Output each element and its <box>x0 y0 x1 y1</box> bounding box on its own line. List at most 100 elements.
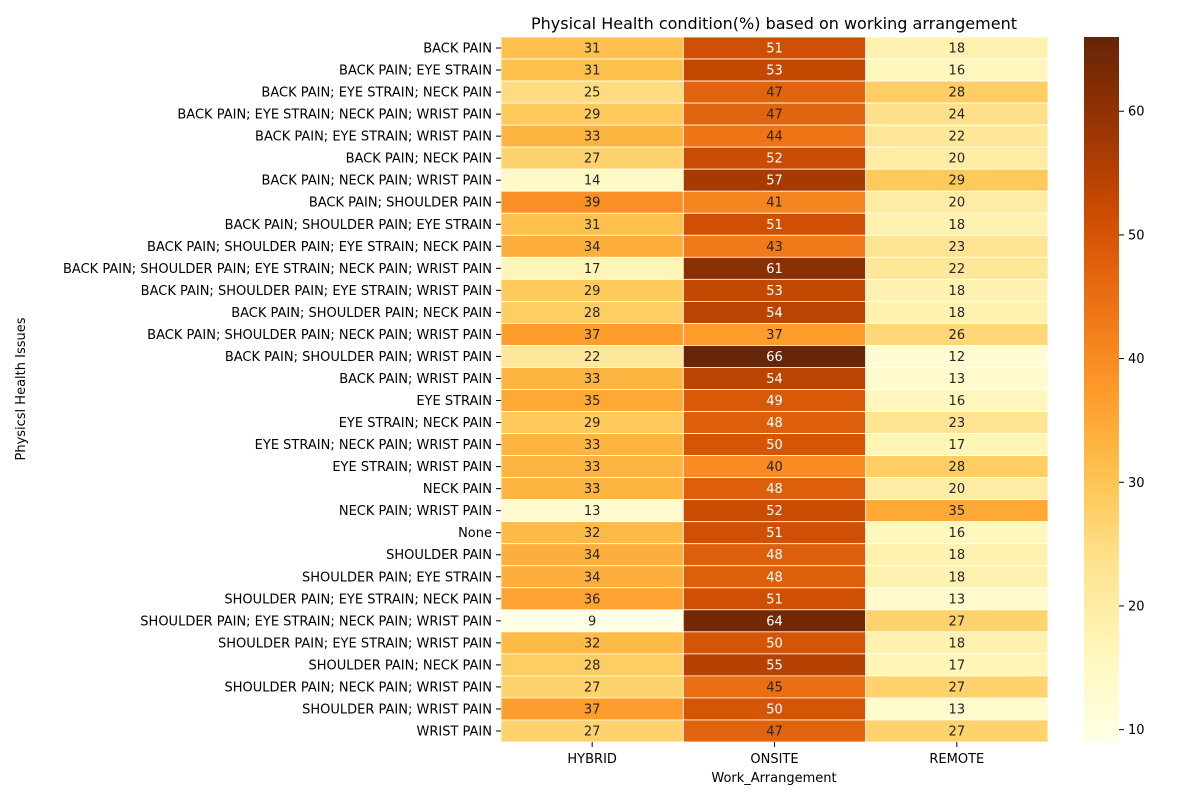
cell-value-label: 29 <box>584 108 601 123</box>
y-tick-label: None <box>458 526 492 541</box>
y-tick-label: EYE STRAIN <box>416 394 492 409</box>
y-tick-label: BACK PAIN <box>423 42 492 57</box>
cell-value-label: 49 <box>766 394 783 409</box>
cell-value-label: 27 <box>584 680 601 695</box>
cell-value-label: 33 <box>584 130 601 145</box>
y-tick-label: EYE STRAIN; NECK PAIN <box>339 416 492 431</box>
y-tick-label: SHOULDER PAIN; NECK PAIN <box>308 658 492 673</box>
y-tick-label: BACK PAIN; SHOULDER PAIN; EYE STRAIN; NE… <box>63 262 492 277</box>
cell-value-label: 17 <box>949 658 966 673</box>
colorbar-tick-label: 50 <box>1128 228 1145 243</box>
cell-value-label: 22 <box>584 350 601 365</box>
y-tick-label: BACK PAIN; EYE STRAIN; NECK PAIN; WRIST … <box>177 108 492 123</box>
y-tick-labels: BACK PAIN BACK PAIN; EYE STRAIN BACK PAIN;… <box>63 42 501 739</box>
colorbar-tick-label: 30 <box>1128 476 1145 491</box>
cell-value-label: 52 <box>766 152 783 167</box>
y-tick-label: BACK PAIN; SHOULDER PAIN; EYE STRAIN; NE… <box>147 240 492 255</box>
cell-value-label: 24 <box>949 108 966 123</box>
cell-value-label: 32 <box>584 526 601 541</box>
y-tick-label: BACK PAIN; SHOULDER PAIN; NECK PAIN <box>231 306 492 321</box>
cell-value-label: 35 <box>584 394 601 409</box>
cell-value-label: 43 <box>766 240 783 255</box>
y-tick-label: BACK PAIN; SHOULDER PAIN; NECK PAIN; WRI… <box>147 328 492 343</box>
y-tick-label: SHOULDER PAIN; EYE STRAIN; WRIST PAIN <box>218 636 492 651</box>
cell-value-label: 31 <box>584 64 601 79</box>
cell-value-label: 31 <box>584 42 601 57</box>
cell-value-label: 61 <box>766 262 783 277</box>
cell-value-label: 33 <box>584 372 601 387</box>
cell-value-label: 18 <box>949 218 966 233</box>
cell-value-label: 47 <box>766 724 783 739</box>
y-tick-label: BACK PAIN; NECK PAIN; WRIST PAIN <box>262 174 492 189</box>
cell-value-label: 17 <box>949 438 966 453</box>
y-tick-label: EYE STRAIN; NECK PAIN; WRIST PAIN <box>255 438 492 453</box>
cell-value-label: 57 <box>766 174 783 189</box>
y-tick-label: SHOULDER PAIN; EYE STRAIN; NECK PAIN <box>224 592 492 607</box>
colorbar-tick-label: 10 <box>1128 723 1145 738</box>
y-axis-label: Physicsl Health Issues <box>14 317 29 460</box>
cell-value-label: 20 <box>949 482 966 497</box>
cell-value-label: 51 <box>766 592 783 607</box>
cell-value-label: 27 <box>949 614 966 629</box>
cell-value-label: 54 <box>766 372 783 387</box>
cell-value-label: 36 <box>584 592 601 607</box>
cell-value-label: 13 <box>584 504 601 519</box>
cell-value-label: 29 <box>584 284 601 299</box>
heatmap-cells: 31 51 18 31 53 16 25 47 28 29 47 24 33 44 22 27 52 20 14 57… <box>500 36 1049 743</box>
cell-value-label: 28 <box>949 460 966 475</box>
cell-value-label: 18 <box>949 284 966 299</box>
cell-value-label: 13 <box>949 702 966 717</box>
y-tick-label: NECK PAIN <box>423 482 492 497</box>
cell-value-label: 52 <box>766 504 783 519</box>
cell-value-label: 64 <box>766 614 783 629</box>
cell-value-label: 18 <box>949 636 966 651</box>
cell-value-label: 27 <box>584 152 601 167</box>
cell-value-label: 25 <box>584 86 601 101</box>
cell-value-label: 47 <box>766 86 783 101</box>
cell-value-label: 9 <box>588 614 596 629</box>
cell-value-label: 48 <box>766 548 783 563</box>
cell-value-label: 34 <box>584 240 601 255</box>
colorbar: 10 20 30 40 50 60 <box>1084 37 1145 742</box>
cell-value-label: 32 <box>584 636 601 651</box>
cell-value-label: 13 <box>949 372 966 387</box>
y-tick-label: BACK PAIN; EYE STRAIN; NECK PAIN <box>261 86 492 101</box>
y-tick-label: WRIST PAIN <box>416 724 492 739</box>
cell-value-label: 29 <box>949 174 966 189</box>
cell-value-label: 12 <box>949 350 966 365</box>
cell-value-label: 50 <box>766 438 783 453</box>
colorbar-gradient <box>1084 37 1119 742</box>
colorbar-tick-label: 60 <box>1128 105 1145 120</box>
cell-value-label: 16 <box>949 394 966 409</box>
cell-value-label: 37 <box>584 702 601 717</box>
y-tick-label: SHOULDER PAIN; NECK PAIN; WRIST PAIN <box>224 680 492 695</box>
x-axis-label: Work_Arrangement <box>711 771 836 786</box>
cell-value-label: 31 <box>584 218 601 233</box>
cell-value-label: 18 <box>949 548 966 563</box>
cell-value-label: 51 <box>766 218 783 233</box>
cell-value-label: 16 <box>949 64 966 79</box>
cell-value-label: 47 <box>766 108 783 123</box>
cell-value-label: 33 <box>584 460 601 475</box>
chart-title: Physical Health condition(%) based on wo… <box>531 14 1017 33</box>
cell-value-label: 48 <box>766 416 783 431</box>
y-tick-label: BACK PAIN; SHOULDER PAIN; EYE STRAIN <box>225 218 492 233</box>
cell-value-label: 22 <box>949 130 966 145</box>
cell-value-label: 37 <box>584 328 601 343</box>
cell-value-label: 51 <box>766 526 783 541</box>
cell-value-label: 41 <box>766 196 783 211</box>
cell-value-label: 28 <box>584 658 601 673</box>
cell-value-label: 13 <box>949 592 966 607</box>
y-tick-label: SHOULDER PAIN <box>386 548 492 563</box>
y-tick-label: BACK PAIN; NECK PAIN <box>346 152 492 167</box>
cell-value-label: 28 <box>949 86 966 101</box>
y-tick-label: SHOULDER PAIN; EYE STRAIN <box>302 570 492 585</box>
cell-value-label: 27 <box>949 680 966 695</box>
x-tick-label: REMOTE <box>929 752 984 767</box>
cell-value-label: 34 <box>584 570 601 585</box>
y-tick-label: SHOULDER PAIN; WRIST PAIN <box>302 702 492 717</box>
cell-value-label: 16 <box>949 526 966 541</box>
cell-value-label: 51 <box>766 42 783 57</box>
cell-value-label: 50 <box>766 702 783 717</box>
cell-value-label: 23 <box>949 240 966 255</box>
